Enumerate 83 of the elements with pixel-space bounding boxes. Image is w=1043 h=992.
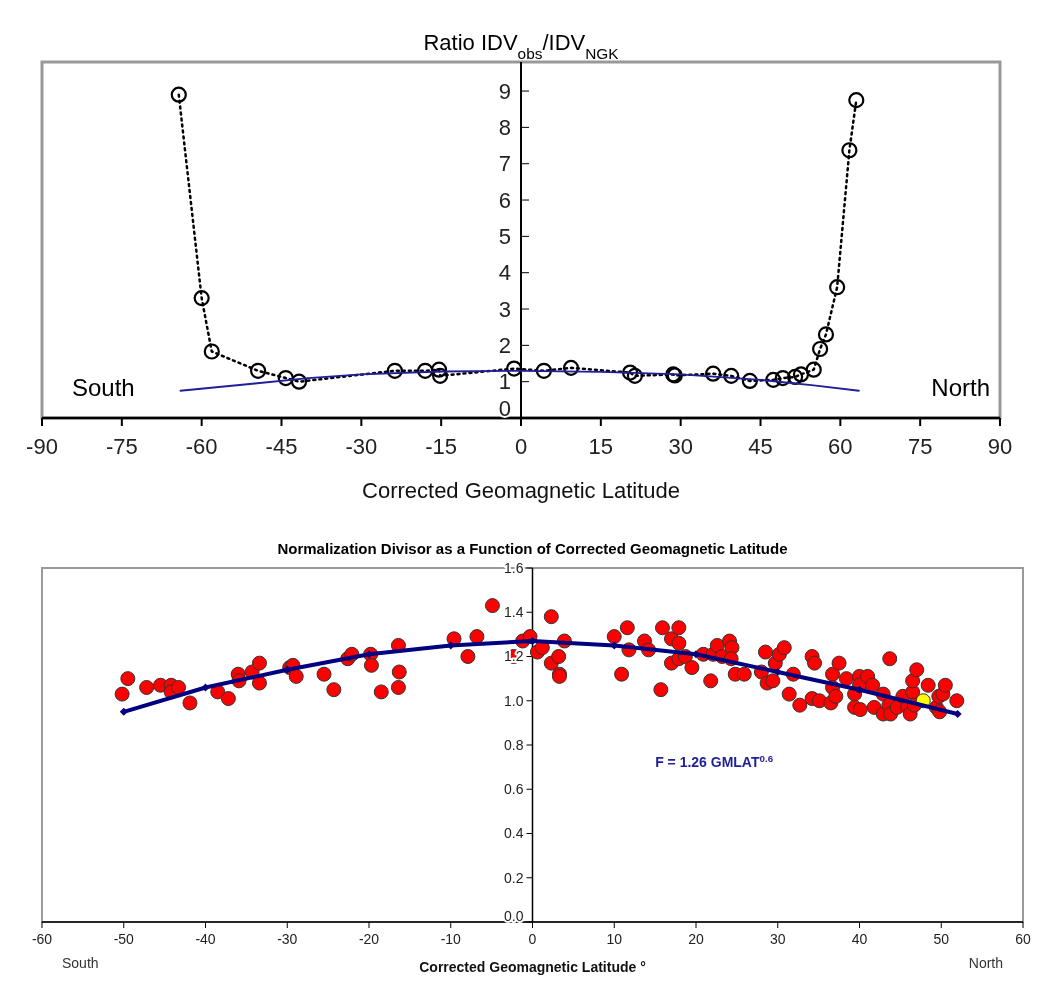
x-tick-label: 10 <box>606 931 623 947</box>
y-tick-label: 7 <box>498 151 511 177</box>
y-tick-label: 0.0 <box>504 907 524 924</box>
point <box>786 368 804 386</box>
y-tick-label: 9 <box>498 78 511 104</box>
x-tick-label: -60 <box>31 931 53 947</box>
x-tick-label: -40 <box>195 931 216 947</box>
y-tick-label: 1.6 <box>504 559 524 576</box>
point <box>535 362 552 379</box>
y-tick-label: 0.8 <box>504 736 524 753</box>
x-tick-label: 90 <box>987 434 1013 459</box>
x-tick-label: 30 <box>769 931 786 947</box>
y-tick-label: 2 <box>498 333 511 359</box>
x-tick-label: -30 <box>345 434 378 459</box>
point <box>201 683 210 692</box>
annotation: North <box>931 374 990 401</box>
point <box>203 343 220 360</box>
y-tick-label: 1 <box>498 369 511 395</box>
x-axis-title: Corrected Geomagnetic Latitude <box>362 478 680 503</box>
text: South <box>62 955 99 971</box>
point <box>723 367 740 384</box>
point <box>705 365 722 382</box>
y-tick-label: 1.0 <box>504 692 524 709</box>
point <box>417 362 434 379</box>
point <box>277 369 294 387</box>
x-tick-label: -10 <box>440 931 462 947</box>
y-tick-label: 0.4 <box>504 825 524 842</box>
x-tick-label: -20 <box>358 931 380 947</box>
x-tick-label: 0 <box>528 931 537 947</box>
x-tick-label: 60 <box>828 434 853 459</box>
y-tick-label: 4 <box>498 260 511 286</box>
point <box>622 364 639 381</box>
point <box>193 290 210 307</box>
point <box>119 707 128 716</box>
y-tick-label: 0.2 <box>504 869 524 886</box>
point <box>430 361 448 378</box>
y-tick-label: 3 <box>498 296 511 322</box>
x-tick-label: -90 <box>26 434 58 459</box>
x-tick-label: -15 <box>425 434 458 459</box>
annotation: F = 1.26 GMLAT$^{0.6}$ <box>655 752 774 771</box>
point <box>829 279 846 296</box>
point <box>792 366 810 383</box>
point <box>432 367 449 384</box>
x-tick-label: -50 <box>113 931 135 947</box>
x-tick-label: -45 <box>265 434 298 459</box>
y-tick-label: 5 <box>498 224 511 250</box>
y-tick-label: 8 <box>498 115 511 141</box>
x-tick-label: -30 <box>277 931 298 947</box>
point <box>848 92 865 109</box>
x-tick-label: 30 <box>668 434 693 459</box>
point <box>812 340 829 358</box>
point <box>953 710 962 719</box>
y-tick-label: 1.4 <box>504 604 524 621</box>
point <box>170 86 187 103</box>
point <box>817 326 835 343</box>
x-tick-label: 40 <box>851 931 868 947</box>
x-tick-label: 15 <box>588 434 614 459</box>
point <box>774 369 791 387</box>
x-tick-label: -60 <box>185 434 218 459</box>
x-tick-label: 75 <box>907 434 933 459</box>
text: North <box>968 955 1003 971</box>
y-tick-label: 0 <box>498 395 511 421</box>
point <box>841 142 858 159</box>
point <box>692 650 700 659</box>
point <box>386 362 403 379</box>
point <box>562 359 580 376</box>
x-tick-label: 50 <box>933 931 950 947</box>
annotation: South <box>72 374 135 401</box>
x-axis-title: Corrected Geomagnetic Latitude ° <box>419 959 646 975</box>
y-tick-label: 6 <box>498 187 511 213</box>
point <box>741 372 758 390</box>
point <box>249 362 267 379</box>
x-tick-label: 60 <box>1015 931 1031 947</box>
x-tick-label: -75 <box>105 434 138 459</box>
chart-title: Normalization Divisor as a Function of Corrected Geomagnetic Latitude <box>277 540 788 557</box>
point <box>290 373 308 390</box>
point <box>805 361 822 378</box>
x-tick-label: 20 <box>688 931 704 947</box>
chart-title: Ratio IDV$_{obs}$/IDV$_{NGK}$ <box>423 30 620 62</box>
x-tick-label: 45 <box>748 434 773 459</box>
point <box>626 367 643 384</box>
y-tick-label: 0.6 <box>504 781 524 798</box>
point <box>765 371 782 388</box>
